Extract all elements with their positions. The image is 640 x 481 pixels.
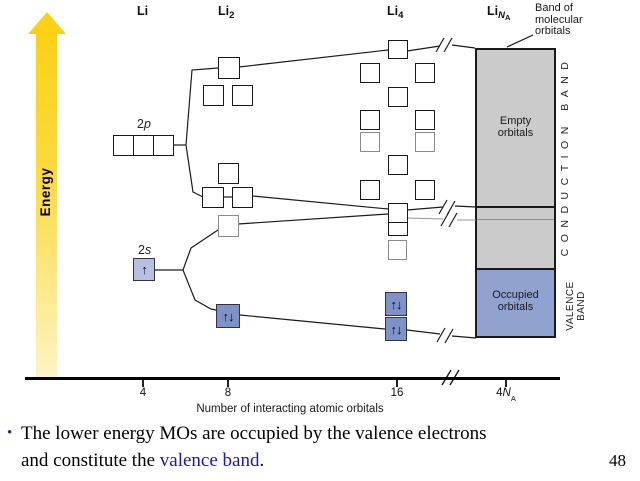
orbital-box-2p — [153, 135, 174, 156]
orbital-box-li2 — [218, 163, 239, 184]
energy-arrow-shaft — [36, 32, 57, 378]
band-divider-dark-line — [477, 206, 554, 208]
column-label-lin: LiNA — [487, 4, 511, 22]
empty-orbitals-label: Empty orbitals — [497, 115, 534, 139]
occupied-orbitals-label: Occupied orbitals — [492, 289, 539, 313]
orbital-box-li4 — [415, 180, 435, 200]
orbital-box-li4 — [388, 40, 408, 59]
x-axis-tick — [396, 380, 398, 387]
orbital-box-li4-occupied: ↑↓ — [385, 292, 407, 316]
orbital-box-li4 — [388, 222, 408, 236]
electron-pair-arrows: ↑↓ — [390, 296, 403, 312]
x-tick-label-8: 8 — [224, 387, 232, 399]
orbital-box-li2 — [218, 215, 239, 237]
orbital-box-li2 — [202, 187, 224, 208]
column-label-li4: Li4 — [387, 4, 404, 21]
column-label-li: Li — [137, 4, 149, 18]
orbital-box-li2 — [203, 85, 224, 106]
orbital-box-li4 — [415, 110, 435, 130]
orbital-box-2s-occupied: ↑ — [133, 258, 155, 281]
page-number: 48 — [609, 451, 626, 470]
valence-band-highlight: valence band — [159, 450, 260, 471]
electron-pair-arrows: ↑↓ — [390, 321, 403, 337]
x-axis-tick — [142, 380, 144, 387]
orbital-box-li2 — [218, 57, 240, 79]
orbital-box-li4 — [415, 63, 435, 83]
x-axis-tick — [227, 380, 229, 387]
band-of-molecular-orbitals-callout: Band of molecular orbitals — [535, 2, 583, 37]
energy-arrow-head — [28, 12, 66, 34]
conduction-band-region — [475, 48, 556, 268]
caption-line-2: and constitute the valence band. — [21, 450, 265, 471]
orbital-box-li4 — [360, 180, 380, 200]
orbital-box-li4 — [388, 203, 408, 223]
x-axis-title: Number of interacting atomic orbitals — [196, 403, 384, 415]
x-axis-line — [25, 377, 560, 380]
valence-band-label: VALENCE BAND — [565, 281, 587, 331]
band-divider-gray-line — [477, 219, 554, 220]
orbital-box-li4 — [360, 132, 380, 152]
electron-pair-arrows: ↑↓ — [222, 308, 235, 324]
orbital-box-li4 — [388, 155, 408, 175]
x-tick-label-16: 16 — [390, 387, 404, 399]
energy-axis-label: Energy — [38, 167, 53, 217]
orbital-box-li4-occupied: ↑↓ — [385, 317, 407, 341]
conduction-band-label: CONDUCTION BAND — [559, 55, 571, 257]
orbital-box-li4 — [360, 63, 380, 83]
column-label-li2: Li2 — [218, 4, 235, 21]
level-label-2p: 2p — [137, 117, 151, 131]
bullet-point: • — [7, 425, 13, 441]
orbital-box-li4 — [388, 87, 408, 107]
x-tick-label-4: 4 — [139, 387, 147, 399]
orbital-box-2p — [113, 135, 134, 156]
orbital-box-li2 — [232, 85, 253, 106]
valence-band-region — [475, 268, 556, 338]
orbital-box-li2-occupied: ↑↓ — [216, 304, 240, 328]
level-label-2s: 2s — [138, 243, 152, 257]
x-axis-tick — [505, 380, 507, 387]
orbital-box-li4 — [415, 132, 435, 152]
orbital-box-li4 — [388, 240, 407, 260]
electron-up-arrow: ↑ — [141, 262, 147, 277]
orbital-box-2p — [133, 135, 154, 156]
x-tick-label-4na: 4NA — [496, 387, 516, 403]
orbital-box-li2 — [232, 187, 253, 208]
orbital-box-li4 — [360, 110, 380, 130]
caption-line-1: The lower energy MOs are occupied by the… — [21, 423, 487, 444]
